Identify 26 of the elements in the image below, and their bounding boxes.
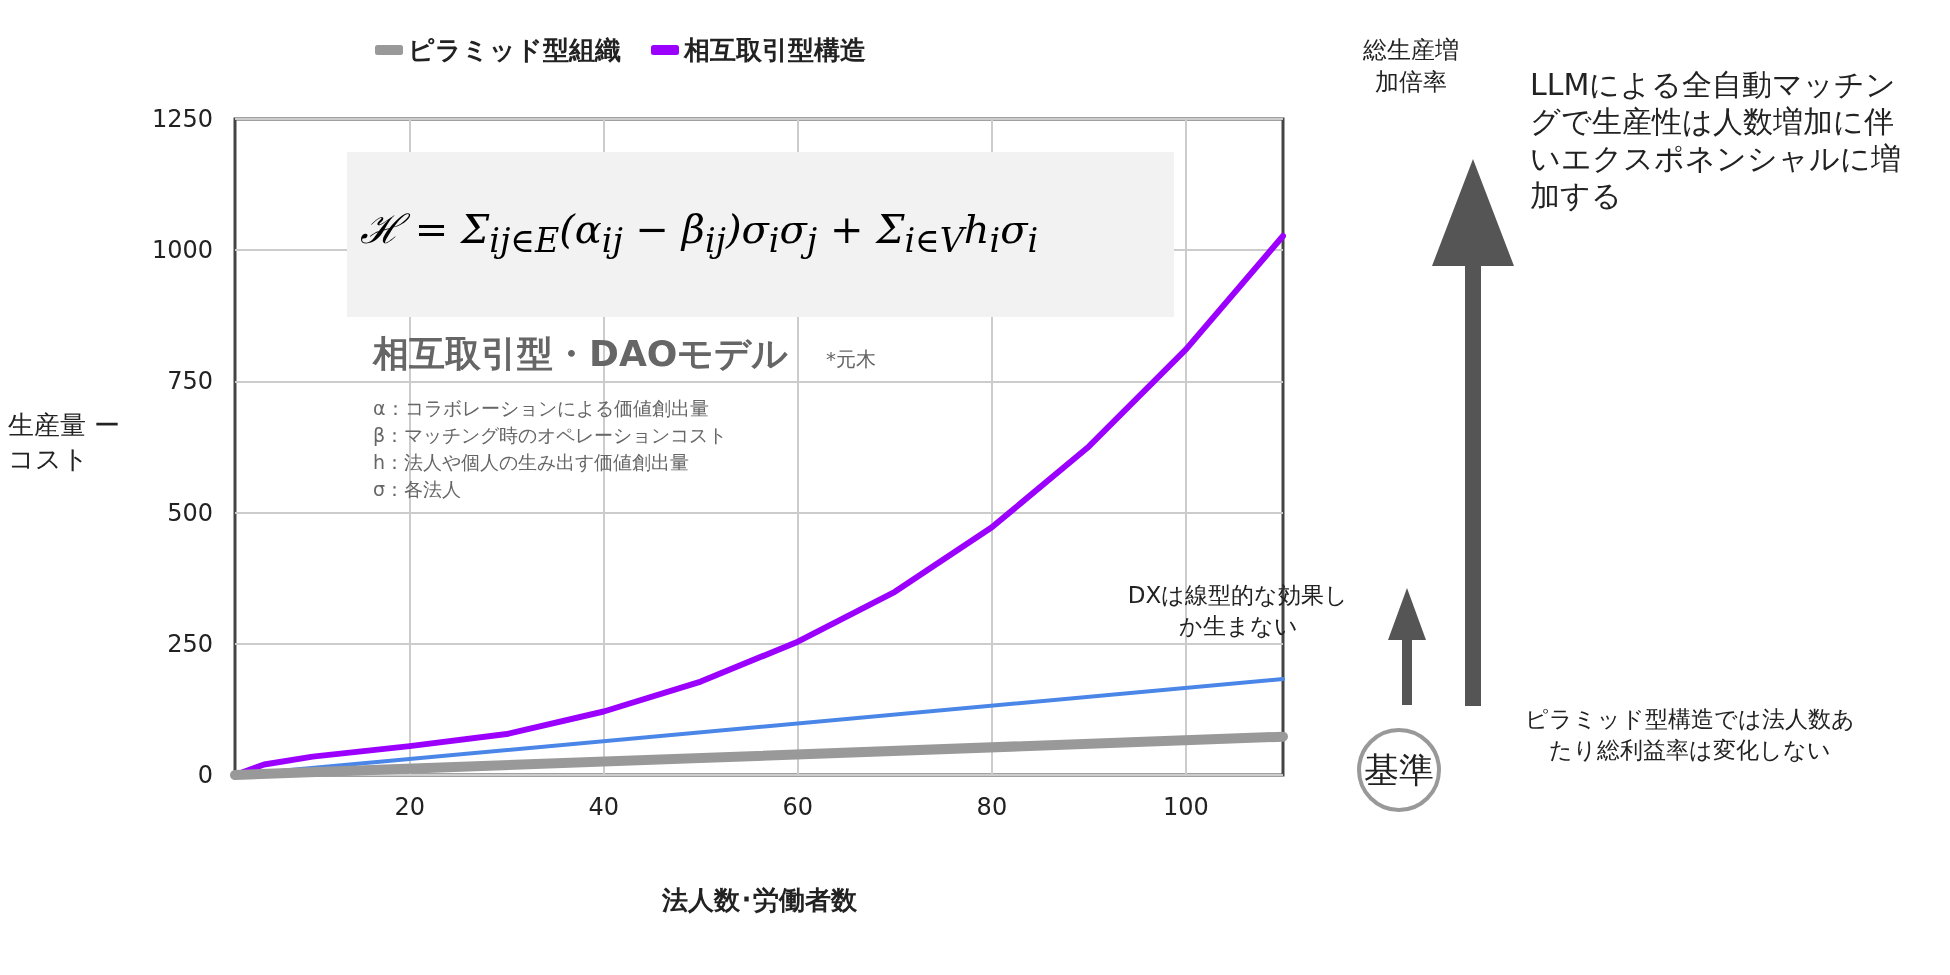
y-tick-label: 1250 (151, 105, 213, 133)
text: 総生産増加倍率 (1363, 36, 1459, 96)
x-tick-label: 40 (588, 793, 620, 821)
x-tick-label: 60 (782, 793, 814, 821)
x-axis-title: 法人数･労働者数 (660, 885, 858, 915)
text: ピラミッド型構造では法人数あたり総利益率は変化しない (1525, 706, 1855, 763)
y-tick-label: 500 (167, 498, 213, 527)
y-tick-label: 0 (197, 761, 213, 789)
text: LLMによる全自動マッチングで生産性は人数増加に伴いエクスポネンシャルに増加する (1530, 67, 1901, 213)
annotation: α：コラボレーションによる価値創出量 (373, 397, 709, 419)
annotation: h：法人や個人の生み出す価値創出量 (373, 451, 690, 473)
annotation: 相互取引型・DAOモデル (373, 333, 789, 374)
x-tick-label: 100 (1163, 793, 1209, 821)
annotation: β：マッチング時のオペレーションコスト (373, 424, 728, 446)
y-axis-title: 生産量 ーコスト (8, 409, 122, 476)
text: ℋ = Σ$_{ij∈E}$(α$_{ij}$ − β$_{ij}$)σ$_{i}$σ$_{j}$ + Σ$_{i∈V}$h$_{i}$σ$_{i}$ (360, 206, 1039, 260)
legend-label: 相互取引型構造 (683, 35, 866, 65)
legend-label: ピラミッド型組織 (408, 35, 621, 65)
annotation: σ：各法人 (373, 478, 462, 500)
y-tick-label: 1000 (151, 236, 213, 265)
text: 基準 (1364, 750, 1434, 790)
annotation: *元木 (826, 347, 876, 371)
x-tick-label: 80 (976, 793, 1008, 821)
x-tick-label: 20 (394, 793, 425, 821)
y-tick-label: 250 (167, 629, 213, 658)
y-tick-label: 750 (167, 367, 213, 396)
